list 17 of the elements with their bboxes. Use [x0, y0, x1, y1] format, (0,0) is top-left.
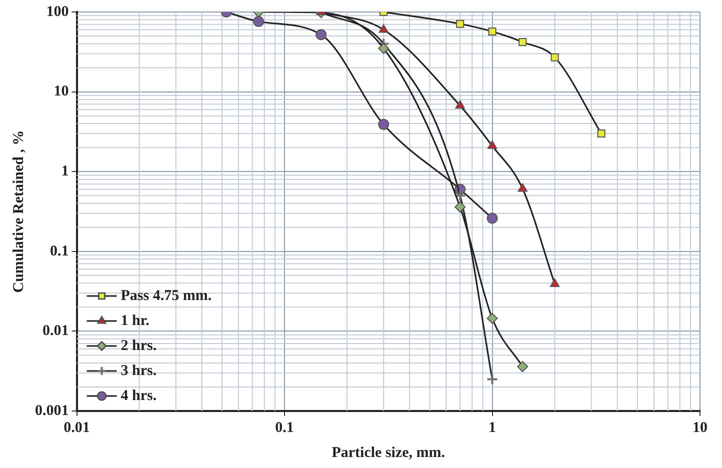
x-tick-label: 1 — [488, 420, 496, 436]
y-tick-label: 0.01 — [42, 323, 69, 340]
legend-label: 1 hr. — [120, 312, 150, 329]
y-tick-label: 0.1 — [50, 243, 69, 260]
x-tick-label: 0.1 — [275, 420, 294, 436]
legend-label: 3 hrs. — [120, 362, 157, 379]
x-axis-title: Particle size, mm. — [332, 444, 446, 461]
x-tick-label: 0.01 — [64, 420, 90, 436]
legend-label: 4 hrs. — [120, 388, 157, 404]
legend-label: 2 hrs. — [120, 338, 157, 354]
y-tick-label: 0.001 — [35, 402, 69, 419]
y-tick-label: 100 — [46, 4, 69, 20]
x-tick-label: 10 — [692, 420, 708, 436]
y-tick-label: 1 — [61, 163, 69, 180]
y-axis-title: Cumulative Retained , % — [10, 130, 27, 293]
legend-label: Pass 4.75 mm. — [120, 288, 212, 304]
y-tick-label: 10 — [54, 84, 69, 100]
